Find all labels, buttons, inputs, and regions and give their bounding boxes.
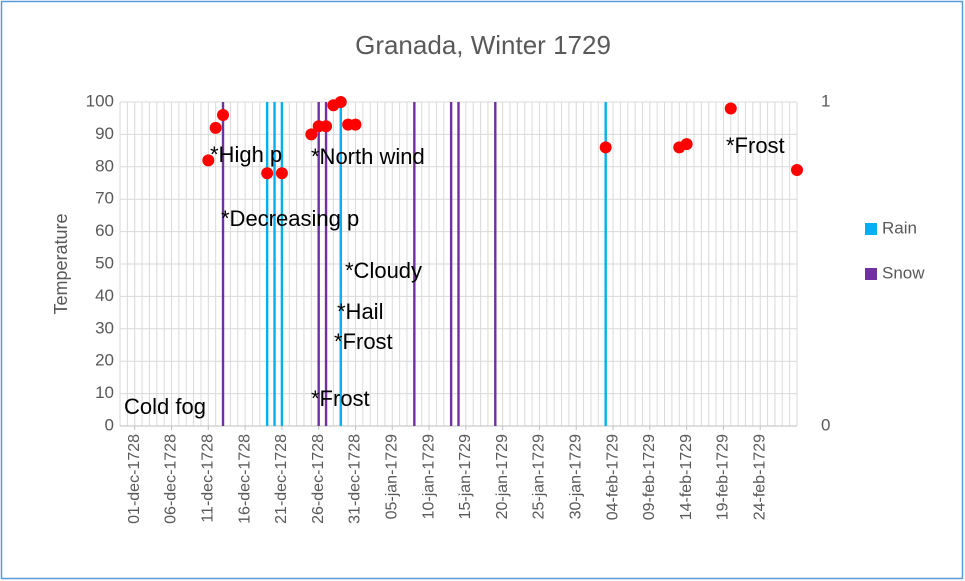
- y-tick-label: 50: [95, 253, 114, 272]
- x-tick-label: 05-jan-1729: [383, 434, 400, 520]
- x-tick-label: 26-dec-1728: [310, 434, 327, 524]
- event-line: [339, 102, 342, 426]
- point: [320, 120, 333, 133]
- x-tick-label: 09-feb-1729: [641, 434, 658, 520]
- event-line: [449, 102, 453, 426]
- point: [275, 167, 288, 180]
- event-line: [324, 102, 328, 426]
- y2-tick-label: 1: [821, 91, 830, 110]
- x-tick-label: 15-jan-1729: [457, 434, 474, 520]
- legend-swatch: [865, 268, 877, 280]
- event-line: [221, 102, 225, 426]
- x-tick-label: 04-feb-1729: [604, 434, 621, 520]
- y-tick-label: 10: [95, 383, 114, 402]
- event-line: [604, 102, 607, 426]
- point: [217, 108, 230, 121]
- point: [724, 102, 737, 115]
- legend-swatch: [865, 223, 877, 235]
- x-tick-label: 25-jan-1729: [531, 434, 548, 520]
- annotation: *Decreasing p: [221, 206, 359, 231]
- annotation: *Cloudy: [345, 258, 422, 283]
- y-tick-label: 100: [86, 91, 114, 110]
- y-tick-label: 30: [95, 318, 114, 337]
- annotation: *Hail: [337, 299, 383, 324]
- event-line: [265, 102, 269, 426]
- y-tick-label: 0: [105, 415, 114, 434]
- point: [599, 141, 612, 154]
- x-tick-label: 30-jan-1729: [567, 434, 584, 520]
- chart-title: Granada, Winter 1729: [355, 30, 611, 60]
- x-tick-label: 31-dec-1728: [347, 434, 364, 524]
- point: [334, 96, 347, 108]
- event-line: [317, 102, 320, 426]
- x-tick-label: 14-feb-1729: [678, 434, 695, 520]
- y-tick-label: 40: [95, 286, 114, 305]
- point: [791, 164, 803, 177]
- annotation: *North wind: [311, 144, 425, 169]
- event-line: [413, 102, 416, 426]
- y-axis-label: Temperature: [51, 213, 71, 314]
- x-tick-label: 10-jan-1729: [420, 434, 437, 520]
- annotation: *Frost: [334, 329, 393, 354]
- x-tick-label: 24-feb-1729: [751, 434, 768, 520]
- annotation: Cold fog: [124, 394, 206, 419]
- x-tick-label: 11-dec-1728: [200, 434, 217, 523]
- y-tick-label: 60: [95, 221, 114, 240]
- x-tick-label: 16-dec-1728: [236, 434, 253, 524]
- point: [261, 167, 274, 180]
- annotation: *High p: [210, 142, 282, 167]
- y-tick-label: 70: [95, 189, 114, 208]
- point: [305, 128, 318, 141]
- y-tick-label: 90: [95, 124, 114, 143]
- annotation: *Frost: [726, 133, 785, 158]
- point: [680, 138, 693, 151]
- x-tick-label: 20-jan-1729: [494, 434, 511, 520]
- x-tick-label: 01-dec-1728: [126, 434, 143, 524]
- x-tick-label: 19-feb-1729: [715, 434, 732, 520]
- event-line: [280, 102, 284, 426]
- y-tick-label: 20: [95, 351, 114, 370]
- event-line: [457, 102, 460, 426]
- point: [209, 121, 222, 134]
- event-line: [494, 102, 497, 426]
- annotation: *Frost: [311, 386, 370, 411]
- legend-label: Snow: [882, 263, 925, 282]
- y-tick-label: 80: [95, 156, 114, 175]
- legend-label: Rain: [882, 218, 917, 237]
- event-line: [273, 102, 276, 426]
- point: [202, 154, 215, 167]
- x-tick-label: 06-dec-1728: [163, 434, 180, 524]
- y2-tick-label: 0: [821, 415, 830, 434]
- x-tick-label: 21-dec-1728: [273, 434, 290, 524]
- point: [349, 118, 362, 131]
